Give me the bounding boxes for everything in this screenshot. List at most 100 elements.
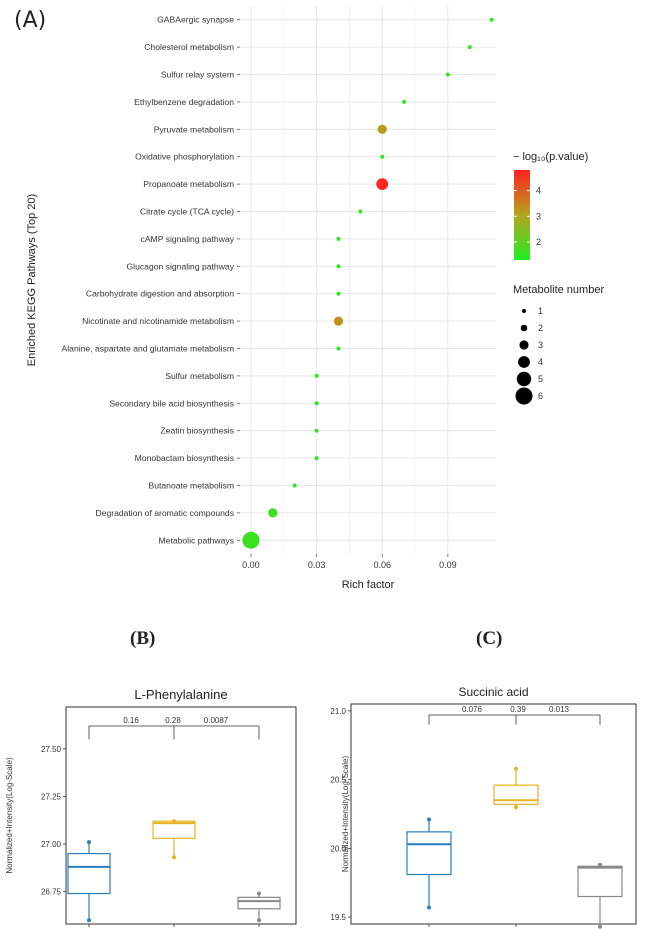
color-bar-label: 2 xyxy=(536,237,541,247)
pathway-label: GABAergic synapse xyxy=(157,15,234,25)
chart-title: L-Phenylalanine xyxy=(134,687,227,702)
pathway-label: cAMP signaling pathway xyxy=(141,234,235,244)
pathway-label: Degradation of aromatic compounds xyxy=(95,508,234,518)
outlier-point xyxy=(257,891,261,896)
box-f2 xyxy=(406,831,452,876)
kegg-bubble-chart: GABAergic synapse Cholesterol metabolism S… xyxy=(26,6,604,591)
outlier-point xyxy=(257,918,261,923)
pathway-label: Sulfur relay system xyxy=(161,70,234,80)
data-point xyxy=(376,178,389,191)
chart-title: Succinic acid xyxy=(458,685,528,699)
box-f2 xyxy=(67,852,111,895)
outlier-point xyxy=(427,817,431,822)
size-legend-label: 5 xyxy=(538,374,543,384)
pathway-label: Alanine, aspartate and glutamate metabol… xyxy=(62,344,234,354)
size-legend-title: Metabolite number xyxy=(513,284,604,296)
data-point xyxy=(336,346,341,351)
x-axis-title: Rich factor xyxy=(342,579,395,591)
y-tick-label: 27.25 xyxy=(41,792,62,801)
pathway-label: Carbohydrate digestion and absorption xyxy=(86,289,234,299)
data-point xyxy=(292,483,297,488)
size-legend-dot xyxy=(518,356,530,368)
y-tick-label: 20.5 xyxy=(330,776,346,785)
p-value-label: 0.28 xyxy=(165,716,181,725)
data-point xyxy=(445,72,450,77)
data-point xyxy=(402,99,407,104)
data-point xyxy=(314,401,319,406)
data-point xyxy=(336,264,341,269)
y-axis-title: Enriched KEGG Pathways (Top 20) xyxy=(26,194,38,366)
outlier-point xyxy=(87,840,91,845)
outlier-point xyxy=(172,855,176,860)
size-legend-dot xyxy=(519,340,529,350)
plot-area xyxy=(240,6,496,554)
pathway-label: Butanoate metabolism xyxy=(148,481,234,491)
data-point xyxy=(333,316,344,326)
size-legend-label: 1 xyxy=(538,306,543,316)
y-tick-label: 27.00 xyxy=(41,840,62,849)
x-tick-label: 0.09 xyxy=(439,560,457,570)
pathway-label: Cholesterol metabolism xyxy=(144,42,234,52)
box-f3 xyxy=(493,784,539,805)
outlier-point xyxy=(87,918,91,923)
phenylalanine-boxplot: L-Phenylalanine 26.75 27.00 27.25 27.50 Norma… xyxy=(5,687,297,927)
data-point xyxy=(467,45,472,50)
data-point xyxy=(314,373,319,378)
pathway-label: Zeatin biosynthesis xyxy=(160,426,234,436)
panel-label-a: (A) xyxy=(14,8,47,33)
box-f6 xyxy=(237,896,281,910)
size-legend-label: 6 xyxy=(538,391,543,401)
p-value-label: 0.0087 xyxy=(204,716,229,725)
box-f6 xyxy=(577,865,623,898)
panel-label-b: (B) xyxy=(130,628,156,649)
size-legend-dot xyxy=(520,324,528,332)
pathway-label: Ethylbenzene degradation xyxy=(134,97,234,107)
pathway-label: Sulfur metabolism xyxy=(165,371,234,381)
size-legend-label: 3 xyxy=(538,340,543,350)
pathway-label: Pyruvate metabolism xyxy=(154,124,234,134)
outlier-point xyxy=(598,862,602,867)
p-value-label: 0.076 xyxy=(462,705,483,714)
data-point xyxy=(336,291,341,296)
data-point xyxy=(489,17,494,22)
size-legend-label: 4 xyxy=(538,357,543,367)
p-value-label: 0.39 xyxy=(510,705,526,714)
x-tick-label: 0.03 xyxy=(308,560,326,570)
data-point xyxy=(336,236,341,241)
pathway-label: Nicotinate and nicotinamide metabolism xyxy=(82,316,234,326)
color-legend-title: − log₁₀(p.value) xyxy=(513,151,588,163)
pathway-label: Secondary bile acid biosynthesis xyxy=(109,398,234,408)
p-value-label: 0.013 xyxy=(549,705,570,714)
x-tick-label: 0.06 xyxy=(373,560,391,570)
data-point xyxy=(314,456,319,461)
size-legend-label: 2 xyxy=(538,323,543,333)
pathway-label: Monobactam biosynthesis xyxy=(135,453,234,463)
color-bar-label: 3 xyxy=(536,211,541,221)
p-value-label: 0.16 xyxy=(123,716,139,725)
y-tick-label: 21.0 xyxy=(330,707,346,716)
size-legend-dot xyxy=(516,371,532,387)
pathway-label: Propanoate metabolism xyxy=(143,179,234,189)
pathway-label: Metabolic pathways xyxy=(159,535,234,545)
y-tick-label: 26.75 xyxy=(41,888,62,897)
data-point xyxy=(380,154,385,159)
y-tick-label: 20.0 xyxy=(330,844,346,853)
data-point xyxy=(314,428,319,433)
outlier-point xyxy=(598,924,602,929)
data-point xyxy=(358,209,363,214)
succinic-acid-boxplot: Succinic acid 19.5 20.0 20.5 21.0 Normalized+… xyxy=(330,685,637,929)
x-tick-label: 0.00 xyxy=(242,560,260,570)
y-tick-label: 27.50 xyxy=(41,745,62,754)
pathway-label: Citrate cycle (TCA cycle) xyxy=(140,207,234,217)
outlier-point xyxy=(514,805,518,810)
color-bar xyxy=(514,170,530,260)
y-axis-title: Normalized+Intensity(Log-Scale) xyxy=(5,757,14,874)
outlier-point xyxy=(514,766,518,771)
size-legend-dot xyxy=(515,387,533,405)
outlier-point xyxy=(427,905,431,910)
pathway-label: Oxidative phosphorylation xyxy=(135,152,234,162)
data-point xyxy=(377,124,387,134)
size-legend-dot xyxy=(522,309,526,313)
pathway-label: Glucagon signaling pathway xyxy=(127,261,235,271)
